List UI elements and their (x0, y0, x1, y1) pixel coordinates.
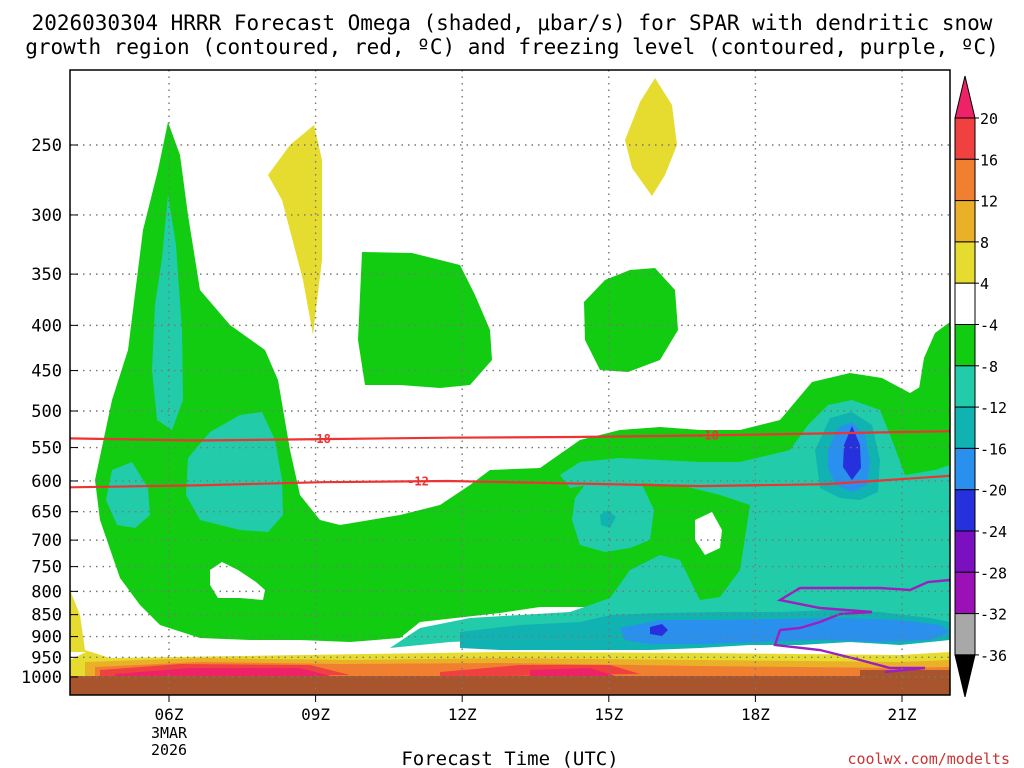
colorbar-segment (954, 613, 976, 656)
colorbar-segment (954, 324, 976, 367)
y-tick-label: 600 (31, 472, 62, 492)
colorbar-segment (954, 489, 976, 532)
y-tick-label: 500 (31, 402, 62, 422)
x-tick-label: 15Z (594, 705, 623, 724)
chart-title-line2: growth region (contoured, red, ºC) and f… (25, 35, 999, 59)
colorbar-label: 16 (980, 151, 998, 169)
x-tick-label: 21Z (888, 705, 917, 724)
y-tick-label: 700 (31, 531, 62, 551)
colorbar-label: -32 (980, 606, 1007, 624)
y-tick-label: 950 (31, 648, 62, 668)
y-tick-label: 250 (31, 136, 62, 156)
colorbar-top-arrow (954, 75, 976, 119)
source-credit: coolwx.com/modelts (847, 750, 1010, 768)
y-tick-label: 450 (31, 362, 62, 382)
x-axis-title: Forecast Time (UTC) (401, 748, 618, 768)
colorbar-segment (954, 530, 976, 573)
colorbar-label: -8 (980, 358, 998, 376)
x-tick-label: 12Z (448, 705, 477, 724)
omega-layer-pink (530, 668, 615, 678)
grid-lines (70, 70, 950, 695)
colorbar-segment (954, 282, 976, 326)
isotherm-contour (70, 474, 950, 489)
colorbar-segment (954, 241, 976, 284)
omega-region-teal (572, 468, 654, 552)
freezing-level-contour (773, 578, 950, 674)
omega-negative-region (584, 268, 678, 372)
x-date-label: 3MAR (151, 724, 188, 742)
y-tick-label: 850 (31, 606, 62, 626)
omega-white-hole (695, 512, 722, 555)
y-tick-label: 1000 (21, 668, 62, 688)
omega-positive-region (268, 125, 322, 335)
colorbar-segment (954, 117, 976, 160)
y-tick-label: 350 (31, 265, 62, 285)
colorbar-label: 8 (980, 234, 989, 252)
colorbar-label: -20 (980, 482, 1007, 500)
isotherm-label: -18 (309, 432, 331, 446)
plot-frame (69, 69, 951, 696)
isotherm-label: -18 (697, 428, 719, 442)
omega-negative-region-main (95, 122, 950, 642)
colorbar-label: -12 (980, 399, 1007, 417)
colorbar-segment (954, 158, 976, 202)
colorbar-segment (954, 447, 976, 491)
x-tick-label: 18Z (741, 705, 770, 724)
y-tick-label: 750 (31, 558, 62, 578)
x-axis: 06Z 09Z 12Z 15Z 18Z 21Z (155, 695, 917, 724)
colorbar-label: 12 (980, 193, 998, 211)
colorbar-label: -4 (980, 317, 998, 335)
x-date-year: 2026 (151, 741, 187, 759)
omega-region-cyan (600, 510, 616, 528)
y-tick-label: 550 (31, 439, 62, 459)
omega-region-darkblue (650, 624, 668, 636)
dendritic-isotherms: -18 -12 -18 (70, 428, 950, 489)
y-tick-label: 300 (31, 206, 62, 226)
ground-layer (860, 670, 950, 680)
colorbar-label: -16 (980, 440, 1007, 458)
y-axis: 2503003504004505005506006507007508008509… (21, 136, 78, 688)
colorbar-segment (954, 571, 976, 615)
colorbar-label: 20 (980, 110, 998, 128)
colorbar-segment (954, 365, 976, 408)
omega-region-blue (620, 618, 950, 644)
omega-region-darkblue (843, 426, 861, 480)
omega-region-teal (390, 400, 950, 648)
omega-positive-region-low (70, 590, 950, 680)
omega-white-hole (210, 562, 265, 600)
ground-layer (70, 676, 950, 695)
y-tick-label: 800 (31, 582, 62, 602)
x-tick-label: 09Z (301, 705, 330, 724)
colorbar-label: 4 (980, 275, 989, 293)
colorbar-label: -28 (980, 564, 1007, 582)
colorbar-label: -24 (980, 523, 1007, 541)
y-tick-label: 400 (31, 316, 62, 336)
colorbar-segment (954, 406, 976, 449)
y-tick-label: 650 (31, 503, 62, 523)
colorbar-bottom-arrow (954, 654, 976, 698)
chart-title-line1: 2026030304 HRRR Forecast Omega (shaded, … (32, 11, 993, 35)
y-tick-label: 900 (31, 628, 62, 648)
omega-region-teal (186, 412, 283, 532)
omega-positive-region (625, 78, 677, 196)
omega-white-hole (70, 652, 86, 660)
colorbar: 20 16 12 8 4 -4 -8 -12 -16 -20 -24 -28 -32 -36 (954, 75, 1007, 698)
omega-negative-region (918, 322, 950, 425)
x-tick-label: 06Z (155, 705, 184, 724)
isotherm-contour (70, 430, 950, 442)
colorbar-label: -36 (980, 647, 1007, 665)
omega-negative-region (358, 252, 492, 388)
colorbar-segment (954, 200, 976, 243)
isotherm-label: -12 (407, 474, 429, 488)
